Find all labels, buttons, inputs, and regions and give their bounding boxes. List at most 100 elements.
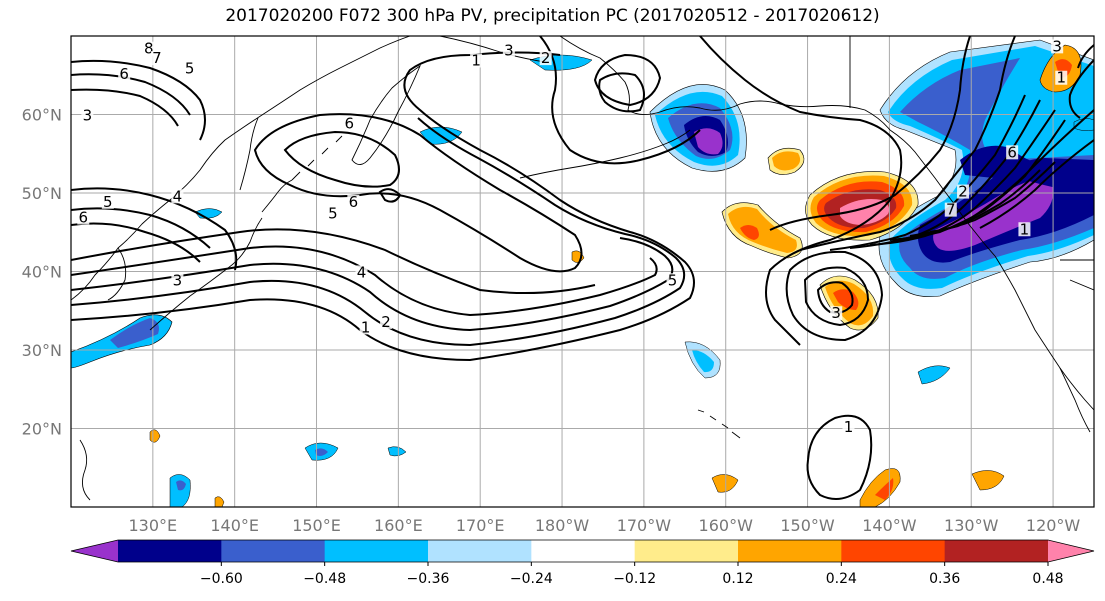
- pv-label-background: [380, 314, 393, 329]
- pv-contour-label: 1: [1020, 220, 1030, 238]
- colorbar-segment: [738, 540, 842, 562]
- pv-label-background: [326, 206, 339, 221]
- colorbar-tick-label: 0.24: [826, 571, 857, 587]
- pv-label-background: [842, 420, 855, 435]
- longitude-label: 140°W: [862, 516, 917, 535]
- pv-label-background: [355, 265, 368, 280]
- pv-contours: [71, 36, 1094, 500]
- pv-label-background: [957, 184, 970, 199]
- pv-contour-label: 1: [471, 51, 481, 69]
- pv-label-background: [666, 273, 679, 288]
- precipitation-shading: [71, 39, 1094, 507]
- colorbar-extend-low: [71, 540, 118, 562]
- longitude-label: 130°E: [129, 516, 178, 535]
- colorbar-tick-label: −0.12: [613, 571, 656, 587]
- colorbar: −0.60 −0.48 −0.36 −0.24 −0.12 0.12 0.24 0.36 0.4…: [70, 539, 1095, 587]
- longitude-label: 150°E: [292, 516, 341, 535]
- pv-contour-label: 6: [349, 193, 359, 211]
- pv-contour-label: 2: [958, 183, 968, 201]
- pv-contour-label: 5: [668, 271, 678, 289]
- map-title: 2017020200 F072 300 hPa PV, precipitatio…: [225, 6, 880, 26]
- coastlines: [71, 36, 1094, 501]
- longitude-label: 170°E: [456, 516, 505, 535]
- pv-label-background: [944, 202, 957, 217]
- pv-label-background: [171, 189, 184, 204]
- colorbar-segment: [531, 540, 636, 562]
- pv-contour-label: 1: [361, 318, 371, 336]
- longitude-label: 160°W: [699, 516, 754, 535]
- pv-label-background: [1006, 145, 1019, 160]
- pv-label-background: [539, 51, 552, 66]
- pv-label-background: [343, 116, 356, 131]
- pv-label-background: [183, 61, 196, 76]
- pv-label-background: [1051, 39, 1064, 54]
- longitude-label: 130°W: [944, 516, 999, 535]
- colorbar-segment: [324, 540, 429, 562]
- colorbar-tick-label: −0.24: [510, 571, 553, 587]
- pv-contour-label: 7: [946, 201, 956, 219]
- colorbar-segment: [428, 540, 532, 562]
- colorbar-segment: [221, 540, 326, 562]
- pv-label-background: [359, 320, 372, 335]
- pv-contour-label: 4: [357, 263, 367, 281]
- longitude-label: 160°E: [374, 516, 423, 535]
- pv-contour-label: 3: [504, 41, 514, 59]
- pv-contour-label: 2: [381, 313, 391, 331]
- pv-contour-label: 7: [152, 49, 162, 67]
- colorbar-segment: [944, 540, 1049, 562]
- pv-label-background: [1055, 70, 1068, 85]
- colorbar-segment: [634, 540, 739, 562]
- colorbar-tick-label: 0.48: [1032, 571, 1063, 587]
- colorbar-tick-label: −0.48: [303, 571, 346, 587]
- pv-label-background: [347, 194, 360, 209]
- colorbar-segment: [841, 540, 946, 562]
- pv-contour-label: 3: [173, 271, 183, 289]
- pv-label-background: [81, 108, 94, 123]
- pv-label-background: [830, 306, 843, 321]
- colorbar-tick-label: −0.36: [407, 571, 450, 587]
- pv-label-background: [470, 53, 483, 68]
- longitude-label: 180°W: [535, 516, 590, 535]
- pv-contour-label: 4: [173, 187, 183, 205]
- colorbar-tick-label: −0.60: [200, 571, 243, 587]
- longitude-label: 120°W: [1026, 516, 1081, 535]
- pv-label-background: [171, 273, 184, 288]
- latitude-label: 50°N: [22, 184, 62, 203]
- pv-label-background: [502, 43, 515, 58]
- latitude-label: 60°N: [22, 106, 62, 125]
- pv-contour-label: 6: [344, 114, 354, 132]
- colorbar-tick-label: 0.12: [722, 571, 753, 587]
- pv-contour-label: 2: [541, 49, 551, 67]
- latitude-label: 40°N: [22, 263, 62, 282]
- pv-label-background: [77, 210, 90, 225]
- pv-contour-label: 3: [831, 304, 841, 322]
- pv-contour-label: 3: [1052, 37, 1062, 55]
- pv-contour-label: 5: [185, 59, 195, 77]
- pv-contour-label: 6: [119, 65, 129, 83]
- pv-contour-label: 8: [144, 40, 154, 58]
- colorbar-extend-high: [1048, 540, 1094, 562]
- colorbar-segment: [118, 540, 222, 562]
- colorbar-outline: [70, 539, 1095, 563]
- pv-label-background: [150, 51, 163, 66]
- longitude-labels: 130°E 140°E 150°E 160°E 170°E 180°W 170°W 160°W…: [129, 516, 1081, 535]
- colorbar-tick-label: 0.36: [929, 571, 960, 587]
- latitude-label: 20°N: [22, 420, 62, 439]
- pv-contour-label: 5: [328, 205, 338, 223]
- pv-contour-label: 1: [1056, 69, 1066, 87]
- graticule: [71, 36, 1094, 507]
- pv-contour-label: 6: [1007, 143, 1017, 161]
- pv-label-background: [101, 194, 114, 209]
- pv-contour-label: 5: [103, 193, 113, 211]
- latitude-label: 30°N: [22, 341, 62, 360]
- map-frame: [70, 35, 1095, 508]
- pv-label-background: [118, 66, 131, 81]
- pv-contour-label: 1: [844, 418, 854, 436]
- pv-contour-label: 3: [83, 106, 93, 124]
- longitude-label: 140°E: [210, 516, 259, 535]
- longitude-label: 150°W: [780, 516, 835, 535]
- latitude-labels: 20°N 30°N 40°N 50°N 60°N: [22, 106, 62, 439]
- longitude-label: 170°W: [617, 516, 672, 535]
